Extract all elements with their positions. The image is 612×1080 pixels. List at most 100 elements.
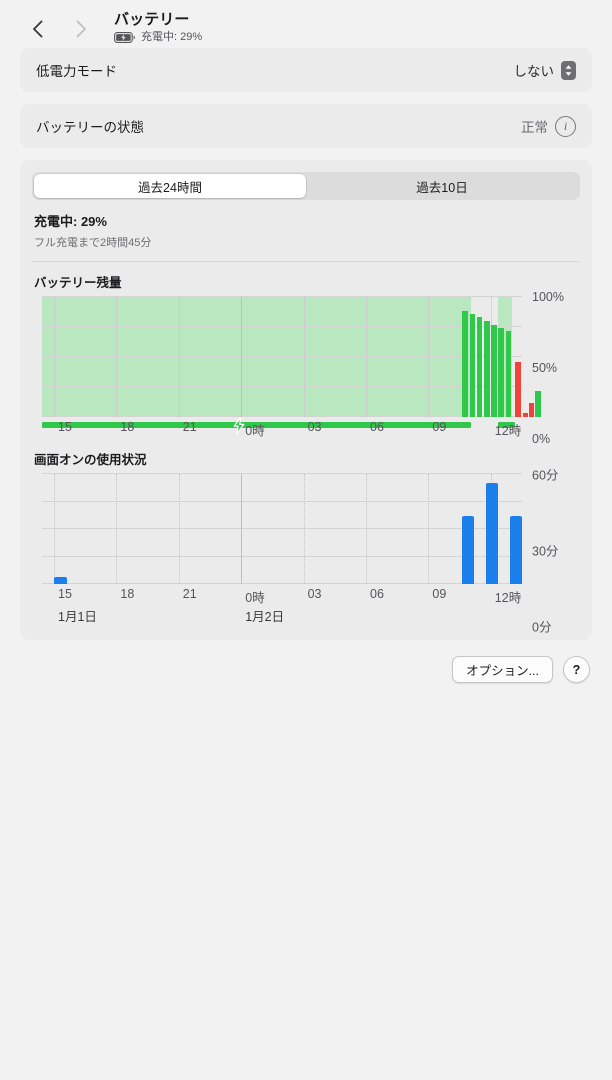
screen-on-usage-y-axis: 0分 30分 60分 — [524, 469, 580, 635]
gridline-vertical — [366, 297, 368, 417]
low-power-mode-value: しない — [513, 64, 555, 79]
forward-button[interactable] — [66, 14, 96, 44]
y-axis-tick-label: 50% — [532, 361, 558, 375]
info-icon[interactable]: i — [555, 115, 576, 137]
gridline-horizontal — [42, 416, 522, 417]
screen-on-usage-plot-area — [42, 473, 522, 584]
battery-usage-panel: 過去24時間 過去10日 充電中: 29% フル充電まで2時間45分 バッテリー… — [20, 160, 592, 640]
gridline-horizontal — [42, 555, 522, 557]
battery-level-chart-title: バッテリー残量 — [34, 276, 122, 290]
tab-last-24-hours[interactable]: 過去24時間 — [34, 174, 306, 198]
battery-status-text: 充電中: 29% — [141, 31, 203, 43]
gridline-vertical — [54, 297, 56, 417]
gridline-horizontal — [42, 528, 522, 529]
battery-level-plot-area — [42, 296, 541, 434]
x-axis-tick-label: 06 — [370, 587, 384, 601]
charging-status-sub: フル充電まで2時間45分 — [34, 237, 152, 249]
chevron-right-icon — [76, 20, 86, 38]
y-axis-tick-label: 100% — [532, 290, 564, 304]
gridline-vertical — [241, 297, 243, 417]
chart-bar — [522, 413, 529, 417]
battery-level-x-axis: 15 18 21 0時 03 06 09 12時 — [42, 417, 522, 439]
x-axis-tick-label: 12時 — [494, 424, 522, 438]
gridline-horizontal — [42, 583, 522, 584]
day-label: 1月2日 — [245, 610, 285, 624]
gridline-vertical — [241, 474, 243, 584]
popup-stepper-icon[interactable] — [561, 60, 576, 80]
chevron-up-down-icon — [565, 64, 572, 76]
panel-footer: オプション... ? — [0, 640, 612, 683]
gridline-vertical — [178, 474, 181, 584]
low-power-mode-row[interactable]: 低電力モード しない — [20, 48, 592, 92]
window-header: バッテリー 充電中: 29% — [0, 0, 612, 48]
y-axis-tick-label: 60分 — [532, 468, 559, 483]
battery-health-value: 正常 — [521, 120, 548, 135]
charging-status-main: 充電中: 29% — [34, 214, 107, 229]
screen-on-usage-day-axis: 1月1日 1月2日 — [42, 606, 522, 626]
chart-bar — [54, 576, 67, 584]
tab-last-10-days[interactable]: 過去10日 — [416, 180, 468, 195]
y-axis-tick-label: 0% — [532, 432, 551, 446]
low-power-mode-label: 低電力モード — [36, 64, 117, 79]
lightning-bolt-icon — [231, 416, 247, 434]
gridline-horizontal — [42, 500, 522, 502]
x-axis-tick-label: 03 — [307, 587, 322, 601]
gridline-vertical — [303, 297, 306, 417]
chart-bar — [462, 311, 468, 417]
battery-status-line: 充電中: 29% — [114, 31, 202, 44]
battery-health-card: バッテリーの状態 正常 i — [20, 104, 592, 148]
gridline-vertical — [116, 474, 118, 584]
gridline-vertical — [366, 474, 368, 584]
gridline-horizontal — [42, 296, 522, 297]
chart-bar — [486, 483, 499, 584]
options-button[interactable]: オプション... — [452, 656, 553, 683]
screen-on-usage-chart-title: 画面オンの使用状況 — [34, 453, 147, 467]
screen-on-usage-chart: 0分 30分 60分 15 18 21 0時 03 06 09 12時 1月1日 1月2日 — [32, 469, 580, 635]
chart-bar — [535, 390, 541, 417]
gridline-vertical — [178, 297, 181, 417]
battery-level-chart: 0% 50% 100% 15 18 21 0時 03 06 09 12時 — [32, 290, 580, 446]
charging-line-segment — [498, 422, 515, 428]
day-label: 1月1日 — [58, 610, 97, 624]
gridline-vertical — [54, 474, 56, 584]
low-power-mode-control[interactable]: しない — [513, 60, 576, 80]
gridline-horizontal — [42, 326, 522, 327]
x-axis-tick-label: 09 — [432, 587, 447, 601]
x-axis-tick-label: 09 — [432, 420, 447, 434]
gridline-vertical — [116, 297, 118, 417]
x-axis-tick-label: 18 — [120, 587, 135, 601]
gridline-vertical — [428, 297, 430, 417]
x-axis-tick-label: 03 — [307, 420, 322, 434]
chart-bar — [476, 317, 483, 417]
page-title: バッテリー — [114, 11, 190, 28]
chart-bar — [462, 516, 475, 584]
screen-on-usage-x-axis: 15 18 21 0時 03 06 09 12時 — [42, 584, 522, 606]
y-axis-tick-label: 30分 — [532, 544, 559, 559]
charging-line-segment — [42, 422, 471, 428]
x-axis-tick-label: 15 — [58, 587, 72, 601]
panel-divider — [32, 261, 580, 262]
low-power-mode-card: 低電力モード しない — [20, 48, 592, 92]
chart-bar — [498, 328, 504, 417]
battery-health-row[interactable]: バッテリーの状態 正常 i — [20, 104, 592, 148]
chevron-left-icon — [32, 20, 42, 38]
chart-bar — [491, 324, 497, 417]
time-range-segmented-control[interactable]: 過去24時間 過去10日 — [32, 172, 580, 200]
x-axis-tick-label: 21 — [182, 420, 197, 434]
charging-band — [42, 297, 471, 417]
chart-bar — [528, 402, 535, 417]
battery-level-y-axis: 0% 50% 100% — [524, 290, 580, 446]
gridline-vertical — [303, 474, 306, 584]
title-block: バッテリー 充電中: 29% — [114, 11, 202, 44]
x-axis-tick-label: 21 — [182, 587, 197, 601]
gridline-vertical — [428, 474, 430, 584]
x-axis-tick-label: 0時 — [245, 424, 265, 438]
battery-health-control[interactable]: 正常 i — [521, 115, 576, 137]
x-axis-tick-label: 12時 — [494, 591, 522, 605]
back-button[interactable] — [22, 14, 52, 44]
help-button[interactable]: ? — [563, 656, 590, 683]
chart-bar — [515, 361, 521, 417]
chart-bar — [484, 321, 490, 417]
battery-health-label: バッテリーの状態 — [36, 120, 144, 135]
gridline-horizontal — [42, 386, 522, 387]
